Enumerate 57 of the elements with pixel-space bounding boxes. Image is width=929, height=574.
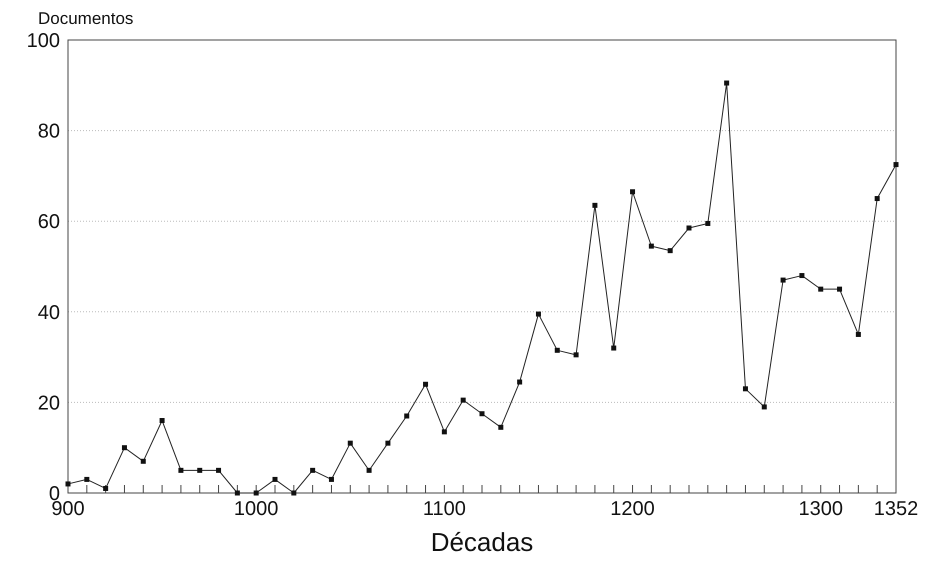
y-tick-label: 20: [38, 392, 60, 414]
point: [234, 490, 240, 496]
point: [611, 346, 616, 351]
x-tick-label: 1000: [234, 498, 278, 520]
y-axis-title: Documentos: [38, 9, 134, 28]
y-tick-label: 40: [38, 302, 60, 324]
point: [686, 225, 692, 230]
point: [780, 278, 786, 283]
point: [856, 332, 861, 337]
point: [874, 196, 880, 202]
point: [348, 440, 353, 446]
point: [818, 286, 824, 292]
point: [742, 386, 748, 392]
point: [366, 468, 372, 473]
point: [84, 476, 90, 482]
point: [385, 440, 390, 446]
x-tick-label: 1352: [874, 498, 918, 520]
point: [460, 398, 466, 403]
point: [272, 476, 278, 482]
point: [648, 244, 654, 249]
point: [705, 220, 710, 226]
point: [724, 80, 730, 86]
point: [554, 348, 560, 353]
point: [328, 476, 334, 482]
point: [122, 445, 127, 450]
point: [216, 468, 222, 473]
point: [140, 458, 146, 464]
point: [536, 312, 541, 317]
point: [310, 468, 316, 473]
point: [480, 411, 484, 416]
point: [404, 413, 410, 418]
point: [630, 189, 636, 194]
point: [762, 404, 767, 410]
point: [517, 380, 522, 385]
point: [668, 248, 673, 254]
x-tick-label: 1200: [610, 498, 655, 520]
x-tick-label: 1300: [798, 498, 843, 520]
point: [498, 424, 504, 430]
point: [197, 468, 202, 473]
point: [837, 286, 842, 292]
point: [66, 481, 70, 486]
y-tick-label: 60: [38, 211, 60, 234]
point: [799, 273, 804, 278]
point: [894, 162, 898, 168]
point: [178, 468, 184, 473]
x-tick-label: 1100: [422, 498, 466, 520]
point: [592, 202, 598, 208]
y-tick-label: 80: [38, 120, 60, 143]
point: [103, 486, 108, 491]
point: [423, 382, 428, 387]
point: [442, 429, 447, 434]
point: [574, 352, 579, 358]
y-tick-label: 100: [26, 30, 60, 52]
point: [160, 418, 165, 424]
point: [254, 490, 259, 496]
x-axis-title: Décadas: [430, 527, 534, 557]
point: [291, 490, 296, 496]
